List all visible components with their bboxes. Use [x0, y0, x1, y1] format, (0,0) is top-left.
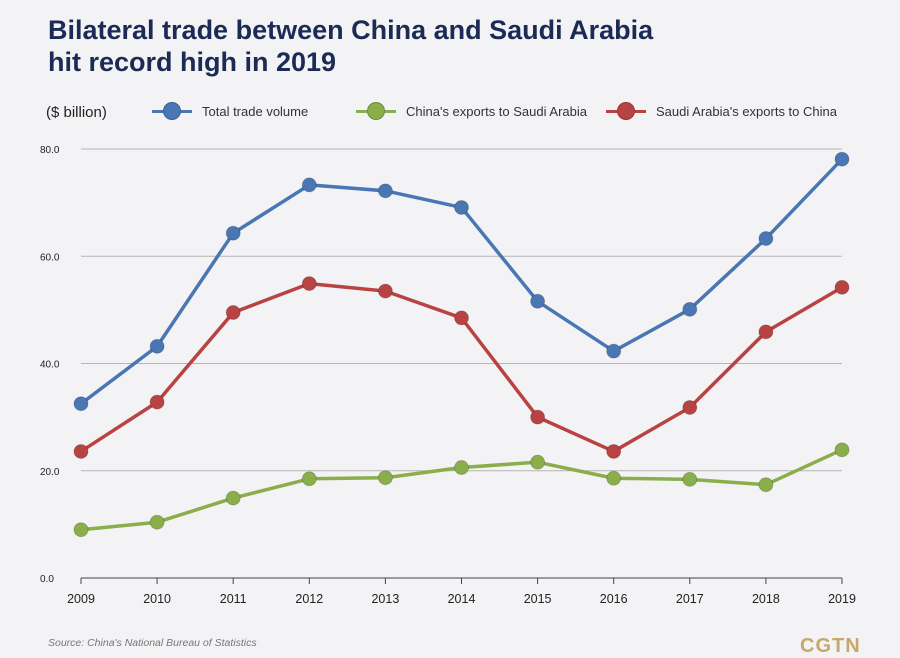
data-point-saudi-arabia-s-exports-to-china [225, 305, 241, 321]
data-point-china-s-exports-to-saudi-arabia [301, 471, 317, 487]
data-point-total-trade-volume [530, 293, 546, 309]
series-line-total-trade-volume [79, 157, 844, 406]
x-tick-label: 2009 [67, 592, 95, 606]
y-tick-label: 80.0 [40, 145, 60, 156]
x-tick-label: 2012 [295, 592, 323, 606]
legend-item-saudi-exports: Saudi Arabia's exports to China [606, 101, 837, 121]
data-point-saudi-arabia-s-exports-to-china [530, 409, 546, 425]
data-point-total-trade-volume [73, 396, 89, 412]
x-tick-label: 2016 [600, 592, 628, 606]
cgtn-logo: CGTN [800, 635, 861, 657]
data-point-china-s-exports-to-saudi-arabia [73, 522, 89, 538]
data-point-total-trade-volume [758, 231, 774, 247]
data-point-total-trade-volume [149, 338, 165, 354]
x-tick-label: 2010 [143, 592, 171, 606]
data-point-saudi-arabia-s-exports-to-china [834, 279, 850, 295]
data-point-china-s-exports-to-saudi-arabia [758, 477, 774, 493]
data-point-saudi-arabia-s-exports-to-china [606, 443, 622, 459]
data-point-total-trade-volume [225, 225, 241, 241]
data-point-china-s-exports-to-saudi-arabia [834, 442, 850, 458]
data-point-saudi-arabia-s-exports-to-china [377, 283, 393, 299]
data-point-saudi-arabia-s-exports-to-china [758, 324, 774, 340]
legend-label-total: Total trade volume [202, 103, 309, 119]
chart-title: Bilateral trade between China and Saudi … [48, 14, 848, 78]
series-line-saudi-arabia-s-exports-to-china [79, 281, 844, 454]
y-axis-unit-label: ($ billion) [46, 104, 107, 121]
data-point-china-s-exports-to-saudi-arabia [454, 460, 469, 476]
data-point-china-s-exports-to-saudi-arabia [225, 490, 241, 506]
y-tick-label: 0.0 [40, 574, 54, 585]
legend-item-total: Total trade volume [152, 101, 308, 121]
data-point-total-trade-volume [682, 301, 698, 317]
legend-label-china-exports: China's exports to Saudi Arabia [406, 103, 587, 119]
x-tick-label: 2011 [220, 592, 247, 606]
data-point-china-s-exports-to-saudi-arabia [530, 454, 546, 470]
y-tick-label: 40.0 [40, 360, 60, 371]
y-tick-label: 60.0 [40, 252, 60, 263]
legend-label-saudi-exports: Saudi Arabia's exports to China [656, 103, 837, 119]
legend-swatch-saudi-exports [606, 101, 646, 121]
title-line-1: Bilateral trade between China and Saudi … [48, 15, 654, 45]
data-point-total-trade-volume [301, 177, 317, 193]
x-tick-label: 2019 [828, 592, 856, 606]
x-tick-label: 2018 [752, 592, 780, 606]
data-point-saudi-arabia-s-exports-to-china [73, 443, 89, 459]
data-point-saudi-arabia-s-exports-to-china [454, 310, 469, 326]
legend-item-china-exports: China's exports to Saudi Arabia [356, 101, 587, 121]
data-point-total-trade-volume [606, 343, 622, 359]
data-point-total-trade-volume [377, 183, 393, 199]
data-point-total-trade-volume [454, 199, 469, 215]
source-note: Source: China's National Bureau of Stati… [48, 637, 257, 649]
legend-swatch-china-exports [356, 101, 396, 121]
x-tick-label: 2017 [676, 592, 704, 606]
data-point-china-s-exports-to-saudi-arabia [682, 471, 698, 487]
data-point-saudi-arabia-s-exports-to-china [682, 399, 698, 415]
x-tick-label: 2013 [371, 592, 399, 606]
data-point-china-s-exports-to-saudi-arabia [149, 514, 165, 530]
y-tick-label: 20.0 [40, 467, 60, 478]
data-point-total-trade-volume [834, 151, 850, 167]
data-point-saudi-arabia-s-exports-to-china [149, 394, 165, 410]
data-point-china-s-exports-to-saudi-arabia [377, 470, 393, 486]
data-point-saudi-arabia-s-exports-to-china [301, 276, 317, 292]
title-line-2: hit record high in 2019 [48, 47, 337, 77]
data-point-china-s-exports-to-saudi-arabia [606, 470, 622, 486]
x-tick-label: 2015 [524, 592, 552, 606]
legend-swatch-total [152, 101, 192, 121]
x-tick-label: 2014 [448, 592, 476, 606]
